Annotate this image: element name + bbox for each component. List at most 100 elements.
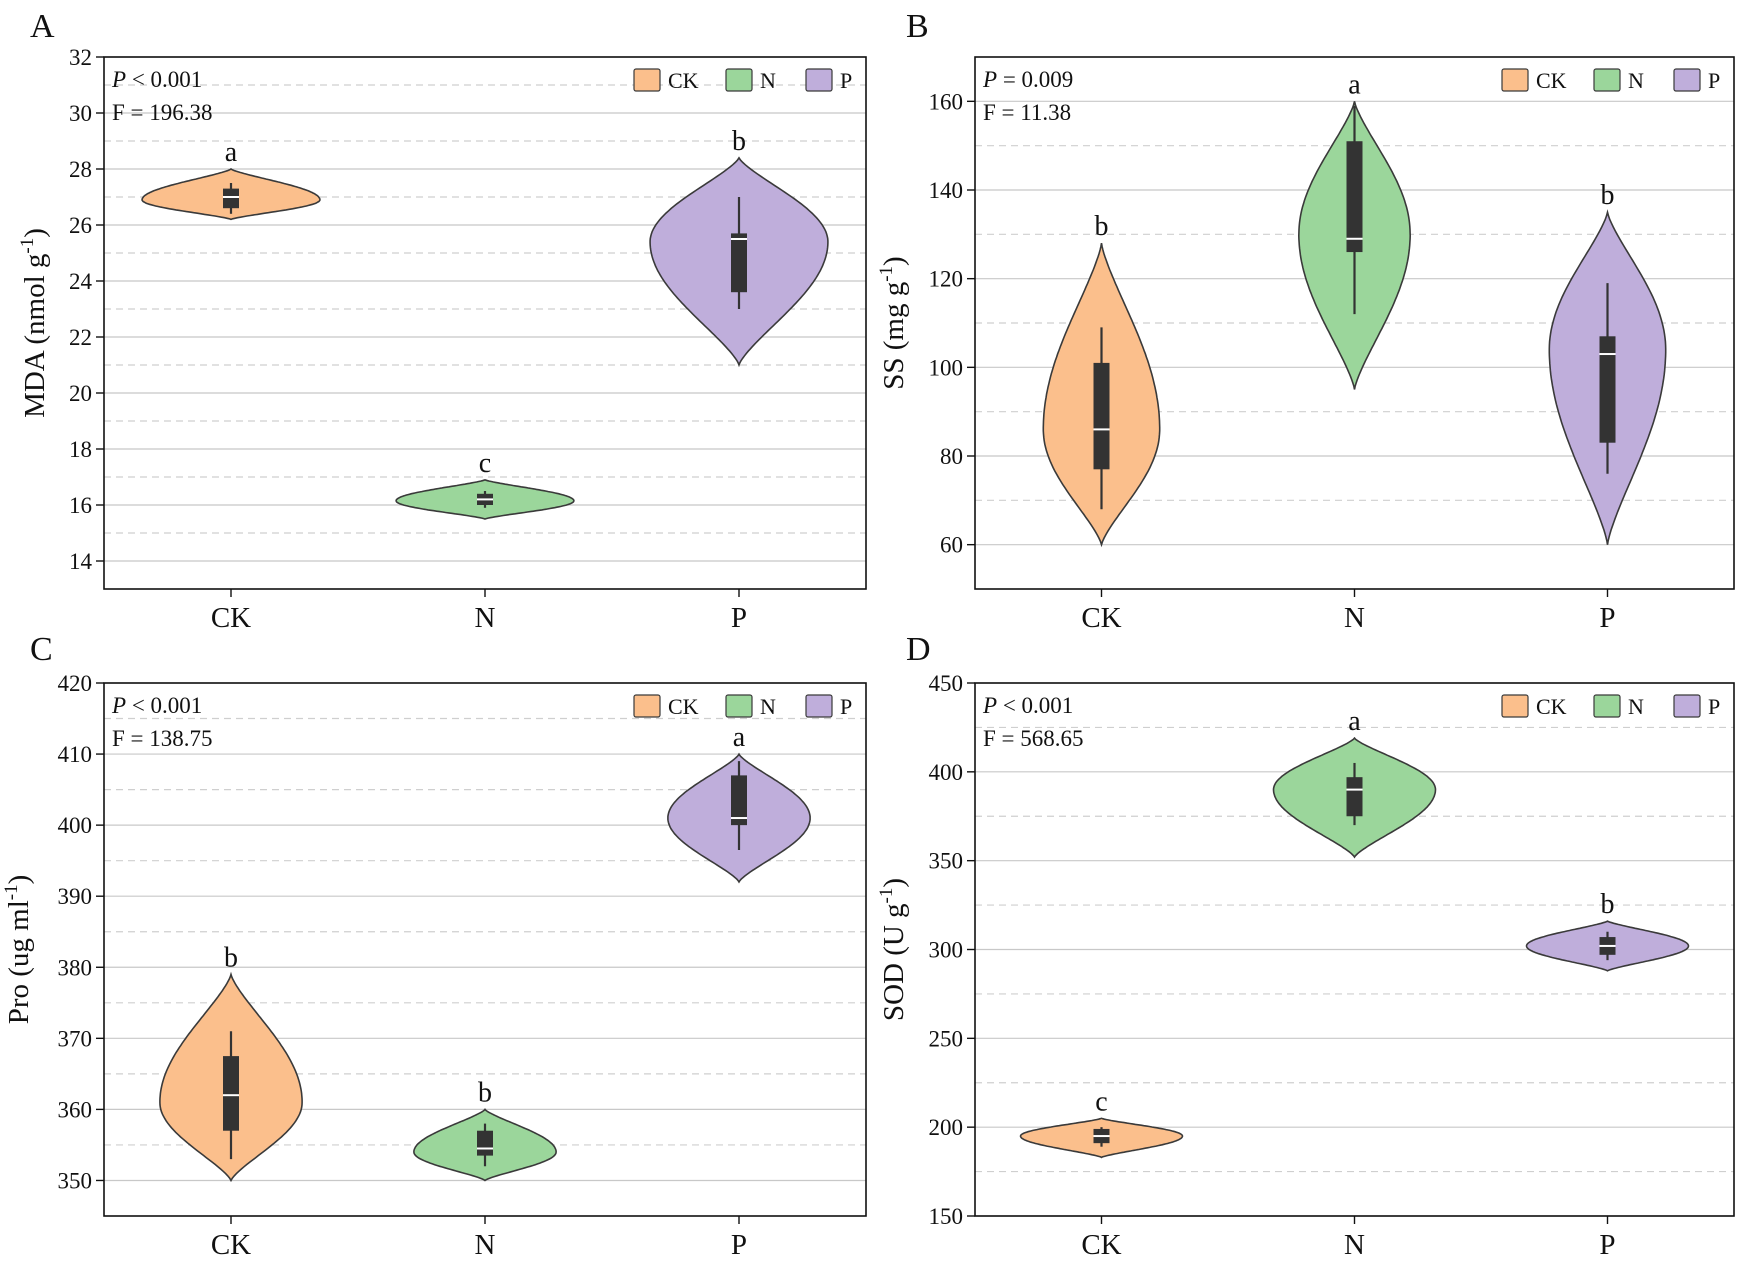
legend: CK N P (633, 68, 852, 93)
p-symbol: P (982, 693, 997, 718)
y-tick-label: 410 (58, 742, 93, 767)
y-axis-label-superscript: -1 (876, 266, 897, 282)
y-tick-label: 16 (69, 493, 92, 518)
y-tick-label: 150 (929, 1204, 964, 1229)
x-tick-label-P: P (731, 1229, 747, 1261)
iqr-box-N (1346, 141, 1363, 253)
iqr-box-P (731, 233, 747, 293)
y-axis-label-superscript: -1 (876, 888, 897, 904)
p-value: < 0.001 (126, 693, 202, 718)
f-value-text: F = 196.38 (112, 100, 213, 125)
legend: CK N P (1501, 68, 1720, 93)
legend-label-CK: CK (668, 694, 699, 719)
p-value-text: P < 0.001 (111, 693, 202, 718)
legend-swatch-N (1593, 68, 1621, 92)
legend-label-P: P (840, 694, 852, 719)
y-tick-label: 350 (929, 849, 964, 874)
y-tick-label: 300 (929, 938, 964, 963)
x-tick-label-CK: CK (211, 602, 251, 634)
x-tick-label-P: P (731, 602, 747, 634)
significance-letter-CK: b (1095, 211, 1109, 242)
significance-letter-N: b (478, 1077, 492, 1108)
y-tick-label: 24 (69, 269, 93, 294)
y-axis-label: Pro (ug ml-1) (1, 875, 35, 1025)
p-symbol: P (982, 67, 997, 92)
legend-swatch-P (805, 68, 833, 92)
legend-label-N: N (1628, 694, 1644, 719)
significance-letter-N: a (1348, 69, 1361, 100)
panel-D: D 150 200 250 300 350 400 450 SOD (U g-1) c a b CK N P… (876, 631, 1735, 1261)
x-tick-label-N: N (1344, 602, 1365, 634)
legend-label-P: P (840, 68, 852, 93)
legend-swatch-P (1673, 68, 1701, 92)
significance-letter-P: b (1601, 180, 1615, 211)
p-value: < 0.001 (997, 693, 1073, 718)
y-tick-label: 18 (69, 437, 92, 462)
iqr-box-CK (223, 188, 239, 209)
y-tick-label: 100 (929, 355, 964, 380)
y-tick-label: 20 (69, 381, 92, 406)
y-tick-label: 420 (58, 671, 93, 696)
p-symbol: P (111, 67, 126, 92)
y-axis-label-end: ) (19, 228, 51, 238)
y-tick-label: 32 (69, 45, 92, 70)
y-tick-label: 160 (929, 89, 964, 114)
y-tick-label: 120 (929, 267, 964, 292)
legend-swatch-CK (1501, 68, 1529, 92)
y-tick-label: 200 (929, 1115, 964, 1140)
p-value-text: P < 0.001 (982, 693, 1073, 718)
legend-swatch-CK (633, 694, 661, 718)
y-tick-label: 360 (58, 1097, 93, 1122)
legend-label-N: N (1628, 68, 1644, 93)
legend-swatch-N (725, 68, 753, 92)
y-tick-label: 60 (940, 533, 963, 558)
x-tick-label-P: P (1599, 1229, 1615, 1261)
legend-swatch-N (1593, 694, 1621, 718)
p-value-text: P = 0.009 (982, 67, 1073, 92)
iqr-box-N (477, 1130, 493, 1156)
y-tick-label: 390 (58, 884, 93, 909)
p-symbol: P (111, 693, 126, 718)
y-axis-label: SOD (U g-1) (876, 878, 910, 1021)
significance-letter-CK: a (225, 137, 238, 168)
p-value: < 0.001 (126, 67, 202, 92)
significance-letter-P: b (1601, 889, 1615, 920)
legend: CK N P (633, 694, 852, 719)
iqr-box-CK (1093, 362, 1110, 470)
panel-letter-A: A (30, 8, 55, 45)
x-tick-label-CK: CK (1081, 602, 1121, 634)
x-tick-label-N: N (1344, 1229, 1365, 1261)
legend-label-P: P (1708, 694, 1720, 719)
legend: CK N P (1501, 694, 1720, 719)
legend-label-CK: CK (1536, 694, 1567, 719)
y-axis-label-superscript: -1 (17, 238, 38, 254)
y-tick-label: 14 (69, 549, 93, 574)
y-tick-label: 28 (69, 157, 92, 182)
significance-letter-CK: b (224, 942, 238, 973)
x-tick-label-P: P (1599, 602, 1615, 634)
legend-label-N: N (760, 68, 776, 93)
significance-letter-N: c (479, 448, 491, 479)
y-tick-label: 30 (69, 101, 92, 126)
f-value-text: F = 11.38 (983, 100, 1071, 125)
y-tick-label: 450 (929, 671, 964, 696)
significance-letter-P: a (733, 722, 746, 753)
panel-letter-D: D (906, 631, 931, 668)
legend-swatch-CK (1501, 694, 1529, 718)
y-axis-label-main: SOD (U g (878, 903, 910, 1021)
y-tick-label: 250 (929, 1026, 964, 1051)
legend-swatch-CK (633, 68, 661, 92)
y-tick-label: 26 (69, 213, 92, 238)
y-tick-label: 140 (929, 178, 964, 203)
legend-label-CK: CK (668, 68, 699, 93)
legend-swatch-P (805, 694, 833, 718)
legend-label-N: N (760, 694, 776, 719)
y-tick-label: 400 (58, 813, 93, 838)
significance-letter-P: b (732, 126, 746, 157)
y-axis-label-end: ) (878, 256, 910, 266)
legend-swatch-P (1673, 694, 1701, 718)
legend-label-CK: CK (1536, 68, 1567, 93)
p-value-text: P < 0.001 (111, 67, 202, 92)
